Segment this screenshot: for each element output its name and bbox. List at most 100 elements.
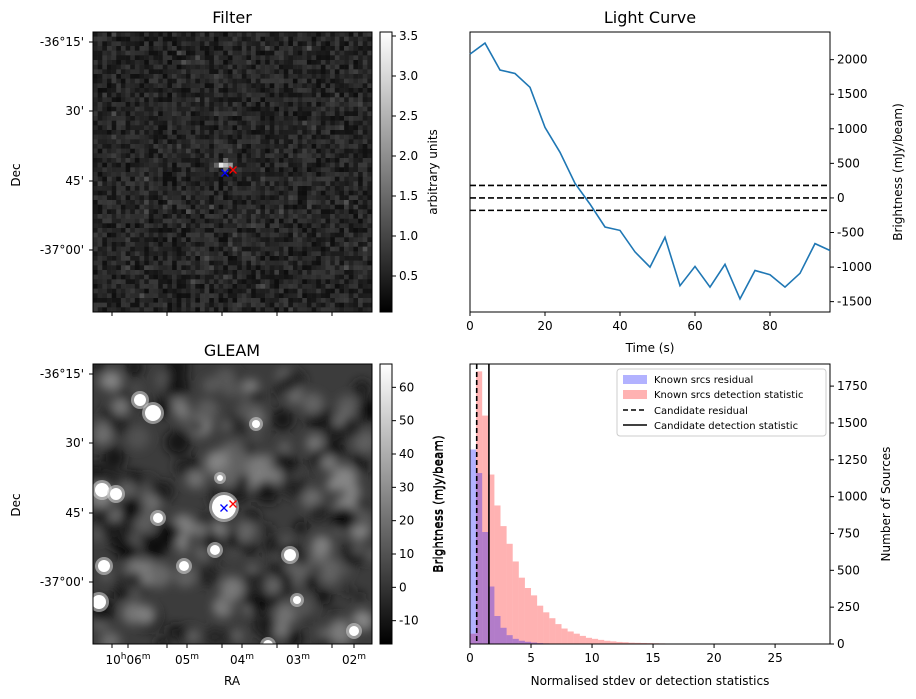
gleam-markers (220, 500, 237, 512)
filter-pixel (334, 158, 340, 163)
filter-pixel (325, 172, 331, 177)
filter-pixel (348, 144, 354, 149)
filter-pixel (274, 293, 280, 299)
filter-pixel (102, 195, 108, 201)
filter-pixel (292, 200, 298, 205)
texture-blob (242, 570, 267, 596)
filter-pixel (330, 237, 336, 243)
filter-pixel (97, 256, 103, 261)
filter-pixel (162, 116, 168, 121)
filter-pixel (158, 148, 164, 154)
filter-pixel (186, 158, 191, 163)
filter-pixel (339, 307, 345, 313)
filter-pixel (325, 186, 331, 191)
filter-pixel (162, 167, 168, 173)
filter-pixel (334, 106, 340, 112)
filter-pixel (306, 120, 312, 126)
filter-pixel (134, 274, 140, 280)
filter-pixel (241, 209, 247, 215)
filter-pixel (232, 102, 238, 107)
filter-pixel (367, 74, 373, 79)
filter-pixel (297, 214, 303, 219)
radio-source (293, 596, 301, 604)
filter-pixel (97, 246, 103, 252)
filter-pixel (199, 265, 205, 271)
filter-pixel (186, 209, 191, 215)
filter-pixel (223, 144, 229, 149)
filter-pixel (204, 195, 210, 201)
filter-pixel (306, 190, 312, 196)
filter-pixel (260, 139, 266, 145)
filter-pixel (320, 102, 326, 107)
filter-pixel (279, 130, 284, 135)
filter-pixel (102, 158, 108, 163)
filter-pixel (218, 172, 224, 177)
filter-pixel (213, 218, 219, 224)
filter-pixel (106, 186, 112, 191)
texture-blob (158, 393, 167, 402)
filter-pixel (93, 279, 98, 285)
filter-pixel (190, 64, 196, 70)
filter-pixel (334, 83, 340, 89)
filter-pixel (353, 293, 359, 299)
filter-pixel (279, 46, 284, 51)
filter-pixel (265, 293, 270, 299)
filter-pixel (190, 228, 196, 233)
filter-pixel (223, 36, 229, 42)
filter-pixel (241, 74, 247, 79)
filter-pixel (93, 97, 98, 103)
filter-pixel (237, 116, 243, 121)
filter-pixel (283, 288, 289, 294)
filter-pixel (218, 176, 224, 182)
filter-pixel (213, 102, 219, 107)
filter-pixel (330, 298, 336, 303)
filter-pixel (153, 284, 159, 289)
filter-pixel (158, 162, 164, 168)
filter-pixel (162, 148, 168, 154)
filter-pixel (274, 97, 280, 103)
filter-pixel (186, 293, 191, 299)
filter-pixel (297, 92, 303, 98)
filter-pixel (288, 218, 294, 224)
filter-pixel (339, 288, 345, 294)
filter-pixel (353, 144, 359, 149)
filter-pixel (255, 83, 261, 89)
filter-pixel (269, 279, 275, 285)
filter-pixel (102, 125, 108, 131)
filter-pixel (148, 106, 154, 112)
filter-pixel (162, 153, 168, 159)
filter-pixel (260, 237, 266, 243)
texture-blob (360, 398, 372, 416)
filter-pixel (306, 288, 312, 294)
filter-pixel (237, 60, 243, 65)
filter-pixel (362, 209, 368, 215)
filter-pixel (111, 162, 117, 168)
filter-pixel (181, 69, 187, 75)
filter-pixel (232, 41, 238, 47)
filter-pixel (223, 288, 229, 294)
filter-pixel (199, 246, 205, 252)
filter-pixel (306, 97, 312, 103)
filter-pixel (176, 60, 182, 65)
filter-pixel (320, 181, 326, 187)
filter-pixel (111, 260, 117, 266)
filter-pixel (139, 50, 145, 56)
ra-tick-label: 03m (286, 652, 310, 667)
filter-pixel (274, 106, 280, 112)
filter-pixel (186, 125, 191, 131)
filter-pixel (190, 83, 196, 89)
filter-pixel (195, 148, 201, 154)
filter-pixel (223, 97, 229, 103)
filter-pixel (311, 256, 317, 261)
filter-pixel (246, 97, 252, 103)
filter-pixel (292, 190, 298, 196)
texture-blob (238, 448, 247, 457)
filter-pixel (209, 106, 215, 112)
filter-pixel (358, 125, 363, 131)
filter-pixel (237, 92, 243, 98)
filter-pixel (344, 162, 350, 168)
filter-pixel (260, 186, 266, 191)
filter-pixel (102, 32, 108, 37)
filter-pixel (186, 83, 191, 89)
filter-pixel (348, 139, 354, 145)
